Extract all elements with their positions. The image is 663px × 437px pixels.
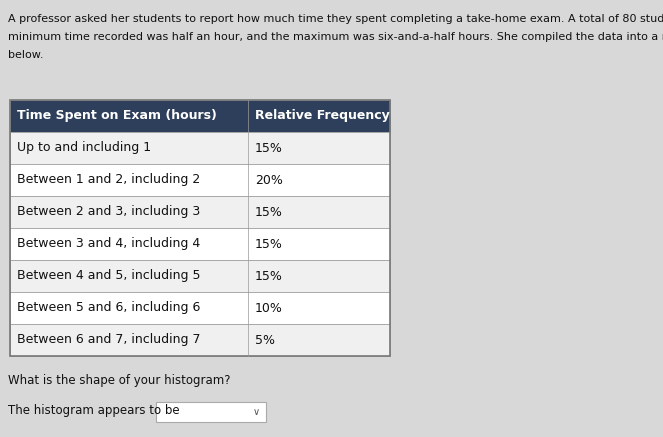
Text: A professor asked her students to report how much time they spent completing a t: A professor asked her students to report…	[8, 14, 663, 24]
FancyBboxPatch shape	[10, 260, 390, 292]
Text: ∨: ∨	[253, 407, 259, 417]
Text: Time Spent on Exam (hours): Time Spent on Exam (hours)	[17, 110, 217, 122]
FancyBboxPatch shape	[10, 196, 390, 228]
Text: Between 3 and 4, including 4: Between 3 and 4, including 4	[17, 237, 200, 250]
Text: Between 2 and 3, including 3: Between 2 and 3, including 3	[17, 205, 200, 218]
Text: 15%: 15%	[255, 142, 283, 155]
Text: What is the shape of your histogram?: What is the shape of your histogram?	[8, 374, 231, 387]
Text: The histogram appears to be: The histogram appears to be	[8, 404, 180, 417]
Text: 15%: 15%	[255, 270, 283, 282]
FancyBboxPatch shape	[10, 132, 390, 164]
Text: below.: below.	[8, 50, 44, 60]
Text: 15%: 15%	[255, 237, 283, 250]
FancyBboxPatch shape	[10, 292, 390, 324]
Text: Between 5 and 6, including 6: Between 5 and 6, including 6	[17, 302, 200, 315]
Text: minimum time recorded was half an hour, and the maximum was six-and-a-half hours: minimum time recorded was half an hour, …	[8, 32, 663, 42]
Text: Relative Frequency: Relative Frequency	[255, 110, 390, 122]
Text: 20%: 20%	[255, 173, 283, 187]
FancyBboxPatch shape	[10, 228, 390, 260]
FancyBboxPatch shape	[10, 164, 390, 196]
FancyBboxPatch shape	[156, 402, 266, 422]
FancyBboxPatch shape	[10, 100, 390, 132]
Text: 15%: 15%	[255, 205, 283, 218]
Text: Between 4 and 5, including 5: Between 4 and 5, including 5	[17, 270, 200, 282]
Text: 10%: 10%	[255, 302, 283, 315]
Text: Between 1 and 2, including 2: Between 1 and 2, including 2	[17, 173, 200, 187]
Text: 5%: 5%	[255, 333, 275, 347]
Text: Up to and including 1: Up to and including 1	[17, 142, 151, 155]
Text: Between 6 and 7, including 7: Between 6 and 7, including 7	[17, 333, 200, 347]
FancyBboxPatch shape	[10, 324, 390, 356]
